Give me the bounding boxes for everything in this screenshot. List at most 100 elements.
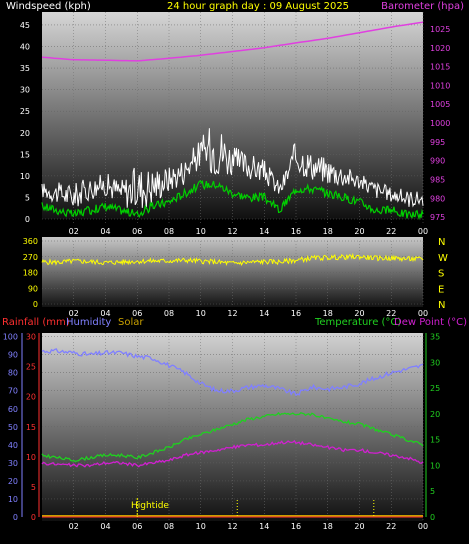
climate-x-tick-label: 18 xyxy=(323,522,333,531)
humidity-y-tick-label: 20 xyxy=(8,477,18,486)
barometer-line xyxy=(41,21,424,62)
wind-y-tick-label: 10 xyxy=(20,172,30,181)
wind-x-tick-label: 22 xyxy=(386,227,396,236)
solar-label: Solar xyxy=(118,317,144,328)
direction-compass-label: N xyxy=(438,237,445,248)
barometer-y-tick-label: 1015 xyxy=(430,63,450,72)
barometer-y-tick-label: 1020 xyxy=(430,44,450,53)
humidity-y-tick-label: 60 xyxy=(8,405,18,414)
climate-x-tick-label: 16 xyxy=(291,522,301,531)
humidity-y-tick-label: 50 xyxy=(8,423,18,432)
barometer-axis-label: Barometer (hpa) xyxy=(381,1,464,12)
direction-y-tick-label: 360 xyxy=(23,237,38,246)
wind-x-tick-label: 00 xyxy=(418,227,428,236)
temperature-y-tick-label: 25 xyxy=(430,384,440,393)
rainfall-y-tick-label: 20 xyxy=(26,393,36,402)
wind-x-tick-label: 18 xyxy=(323,227,333,236)
direction-x-tick-label: 02 xyxy=(69,309,79,318)
wind-x-tick-label: 12 xyxy=(227,227,237,236)
rainfall-y-tick-label: 30 xyxy=(26,333,36,342)
climate-x-tick-label: 14 xyxy=(259,522,269,531)
direction-x-tick-label: 22 xyxy=(386,309,396,318)
chart-title: 24 hour graph day : 09 August 2025 xyxy=(167,1,349,12)
temperature-line xyxy=(41,411,424,463)
climate-x-tick-label: 00 xyxy=(418,522,428,531)
climate-x-tick-label: 04 xyxy=(100,522,110,531)
humidity-y-tick-label: 70 xyxy=(8,387,18,396)
humidity-y-tick-label: 30 xyxy=(8,459,18,468)
direction-y-tick-label: 180 xyxy=(23,269,38,278)
barometer-y-tick-label: 995 xyxy=(430,138,445,147)
humidity-y-tick-label: 0 xyxy=(13,513,18,522)
temperature-y-tick-label: 5 xyxy=(430,487,435,496)
wind-x-tick-label: 16 xyxy=(291,227,301,236)
climate-x-tick-label: 12 xyxy=(227,522,237,531)
wind-y-tick-label: 30 xyxy=(20,86,30,95)
humidity-y-tick-label: 80 xyxy=(8,369,18,378)
dewpoint-line xyxy=(41,439,424,468)
wind-y-tick-label: 40 xyxy=(20,43,30,52)
climate-graph: 0 10 20 30 40 50 60 70 80 90 100 0 5 10 15 20 25 30 0 5 10 15… xyxy=(3,333,440,531)
temperature-y-tick-label: 10 xyxy=(430,461,440,470)
windspeed-line xyxy=(41,128,424,208)
humidity-y-tick-label: 10 xyxy=(8,495,18,504)
climate-x-tick-label: 02 xyxy=(69,522,79,531)
wind-x-tick-label: 10 xyxy=(196,227,206,236)
wind-x-tick-label: 08 xyxy=(164,227,174,236)
direction-x-tick-label: 08 xyxy=(164,309,174,318)
rainfall-y-tick-label: 10 xyxy=(26,453,36,462)
avg-wind-line xyxy=(41,179,424,221)
rainfall-y-tick-label: 0 xyxy=(31,513,36,522)
rainfall-label: Rainfall (mm) xyxy=(2,317,70,328)
temperature-y-tick-label: 20 xyxy=(430,410,440,419)
dewpoint-label: Dew Point (°C) xyxy=(394,317,467,328)
barometer-y-tick-label: 975 xyxy=(430,213,445,222)
climate-x-tick-label: 20 xyxy=(354,522,364,531)
rainfall-y-tick-label: 5 xyxy=(31,483,36,492)
temperature-y-tick-label: 15 xyxy=(430,436,440,445)
wind-y-tick-label: 25 xyxy=(20,107,30,116)
direction-x-tick-label: 16 xyxy=(291,309,301,318)
direction-x-tick-label: 12 xyxy=(227,309,237,318)
wind-x-tick-label: 06 xyxy=(132,227,142,236)
direction-x-tick-label: 00 xyxy=(418,309,428,318)
direction-x-tick-label: 20 xyxy=(354,309,364,318)
wind-y-tick-label: 20 xyxy=(20,129,30,138)
humidity-line xyxy=(41,348,424,397)
rainfall-y-tick-label: 25 xyxy=(26,363,36,372)
rainfall-y-tick-label: 15 xyxy=(26,423,36,432)
climate-x-tick-label: 22 xyxy=(386,522,396,531)
hightide-label: Hightide xyxy=(131,501,169,511)
wind-x-tick-label: 04 xyxy=(100,227,110,236)
direction-line xyxy=(41,252,424,266)
direction-y-tick-label: 270 xyxy=(23,253,38,262)
climate-x-tick-label: 08 xyxy=(164,522,174,531)
barometer-y-tick-label: 980 xyxy=(430,194,445,203)
direction-compass-label: S xyxy=(438,269,444,280)
wind-x-tick-label: 20 xyxy=(354,227,364,236)
direction-compass-label: N xyxy=(438,300,445,311)
wind-y-tick-label: 45 xyxy=(20,21,30,30)
barometer-y-tick-label: 1005 xyxy=(430,100,450,109)
temperature-y-tick-label: 30 xyxy=(430,358,440,367)
direction-x-tick-label: 06 xyxy=(132,309,142,318)
humidity-y-tick-label: 90 xyxy=(8,351,18,360)
direction-x-tick-label: 18 xyxy=(323,309,333,318)
barometer-y-tick-label: 990 xyxy=(430,157,445,166)
temperature-y-tick-label: 0 xyxy=(430,513,435,522)
humidity-label: Humidity xyxy=(66,317,111,328)
wind-axis-label: Windspeed (kph) xyxy=(6,1,91,12)
barometer-y-tick-label: 985 xyxy=(430,175,445,184)
wind-x-tick-label: 14 xyxy=(259,227,269,236)
barometer-y-tick-label: 1025 xyxy=(430,25,450,34)
climate-x-tick-label: 06 xyxy=(132,522,142,531)
direction-x-tick-label: 04 xyxy=(100,309,110,318)
direction-compass-label: E xyxy=(438,284,444,295)
barometer-y-tick-label: 1000 xyxy=(430,119,450,128)
direction-x-tick-label: 10 xyxy=(196,309,206,318)
direction-x-tick-label: 14 xyxy=(259,309,269,318)
humidity-y-tick-label: 40 xyxy=(8,441,18,450)
humidity-y-tick-label: 100 xyxy=(3,333,18,342)
